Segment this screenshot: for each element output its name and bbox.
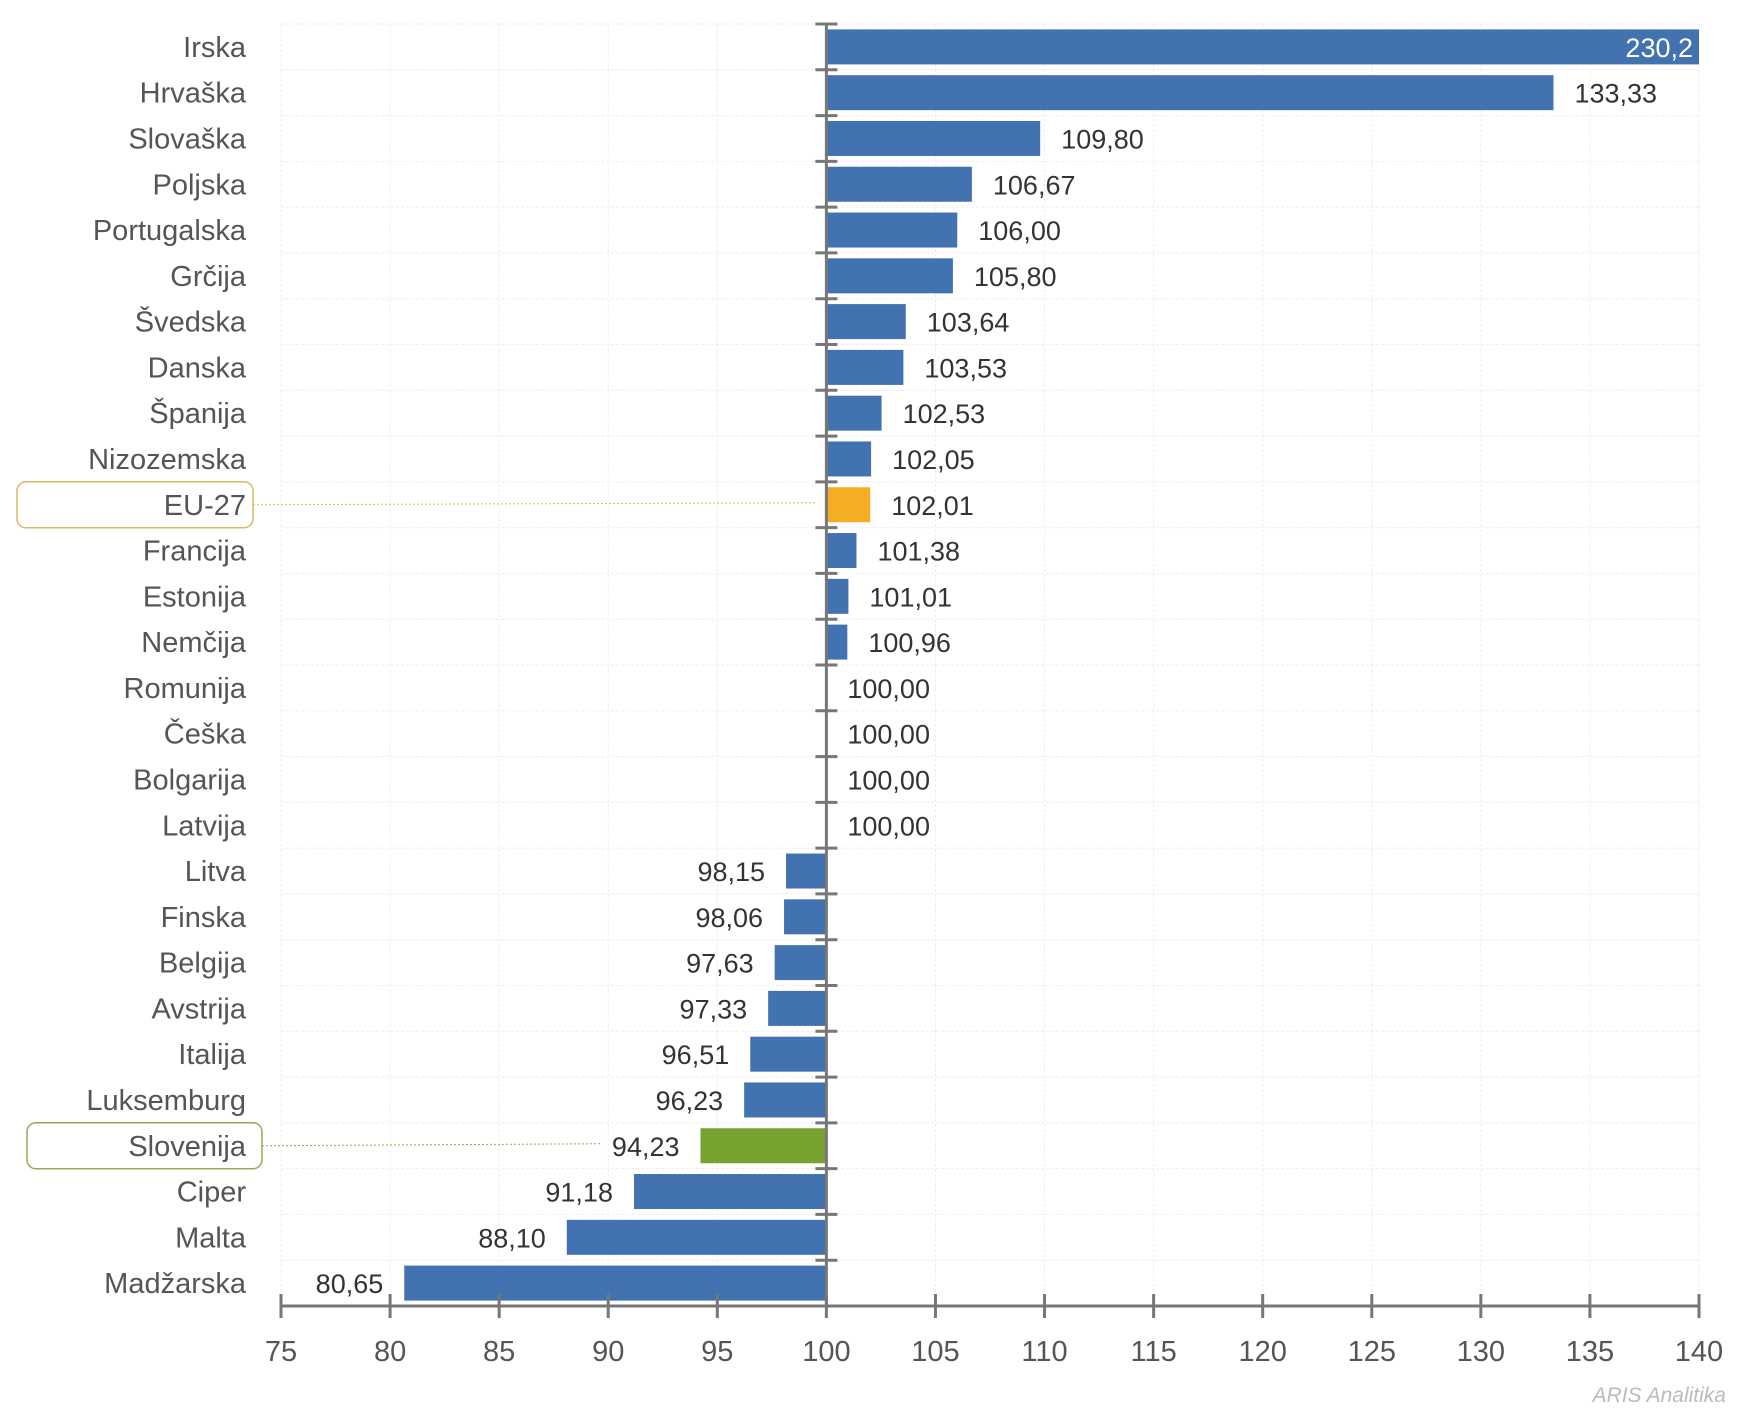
data-label: 80,65 [316, 1269, 384, 1299]
category-label: Finska [161, 902, 247, 934]
data-label: 101,38 [877, 537, 960, 567]
category-label: Litva [185, 856, 247, 888]
category-label: Poljska [153, 169, 247, 201]
category-label: Švedska [135, 305, 247, 339]
x-tick-label: 85 [483, 1336, 515, 1368]
category-label: Portugalska [93, 215, 247, 247]
category-label: Češka [164, 717, 247, 751]
data-label: 88,10 [478, 1223, 546, 1253]
category-label: Slovenija [128, 1131, 247, 1163]
category-label: Nemčija [141, 627, 247, 659]
bar-litva [786, 853, 827, 889]
x-tick-label: 80 [374, 1336, 406, 1368]
data-label: 105,80 [974, 262, 1057, 292]
x-tick-label: 120 [1238, 1336, 1286, 1368]
category-label: Bolgarija [133, 764, 247, 796]
data-label: 100,00 [847, 720, 930, 750]
bar-italija [750, 1036, 827, 1072]
x-tick-label: 110 [1021, 1336, 1067, 1368]
bar-finska [784, 899, 827, 935]
data-label: 96,51 [662, 1040, 730, 1070]
x-tick-label: 140 [1675, 1336, 1723, 1368]
data-label: 100,00 [847, 765, 930, 795]
bar-danska [826, 349, 904, 385]
bar-avstrija [768, 990, 827, 1026]
data-label: 91,18 [545, 1178, 613, 1208]
data-label: 109,80 [1061, 124, 1144, 154]
data-label: 230,2 [1625, 33, 1693, 63]
x-tick-label: 100 [802, 1336, 850, 1368]
bar-portugalska [826, 212, 958, 248]
data-label: 97,33 [680, 994, 748, 1024]
category-label: Latvija [162, 810, 247, 842]
data-label: 103,64 [927, 308, 1010, 338]
category-label: Grčija [170, 261, 247, 293]
bar-nemčija [826, 624, 848, 660]
category-label: Slovaška [128, 123, 247, 155]
x-tick-label: 115 [1130, 1336, 1176, 1368]
category-label: Avstrija [151, 993, 246, 1025]
bar-poljska [826, 166, 972, 202]
category-label: Španija [149, 396, 247, 430]
bar-nizozemska [826, 441, 872, 477]
x-tick-label: 95 [701, 1336, 733, 1368]
bar-irska [826, 29, 1699, 65]
bar-luksemburg [744, 1082, 827, 1118]
x-tick-label: 125 [1348, 1336, 1396, 1368]
category-label: Danska [148, 352, 247, 384]
data-label: 106,67 [993, 170, 1076, 200]
data-label: 102,01 [891, 491, 974, 521]
data-label: 96,23 [656, 1086, 724, 1116]
data-label: 133,33 [1574, 79, 1657, 109]
credit-watermark: ARIS Analitika [1591, 1384, 1726, 1407]
x-tick-label: 130 [1457, 1336, 1505, 1368]
category-label: Ciper [177, 1177, 247, 1209]
data-label: 98,15 [697, 857, 765, 887]
category-label: Luksemburg [86, 1085, 246, 1117]
data-label: 102,05 [892, 445, 975, 475]
category-label: Malta [175, 1222, 247, 1254]
data-label: 98,06 [695, 903, 763, 933]
category-label: Belgija [159, 948, 247, 980]
leader-line [252, 502, 817, 506]
data-label: 100,96 [868, 628, 951, 658]
bar-francija [826, 533, 857, 569]
category-label: Estonija [143, 581, 247, 613]
data-label: 101,01 [869, 582, 952, 612]
bar-slovenija [700, 1128, 827, 1164]
bar-madžarska [404, 1265, 827, 1301]
category-label: Francija [143, 536, 247, 568]
bar-ciper [633, 1174, 827, 1210]
bar-estonija [826, 578, 849, 614]
bar-malta [566, 1219, 827, 1255]
category-label: Irska [183, 32, 247, 64]
category-label: Hrvaška [140, 78, 247, 110]
data-label: 103,53 [924, 353, 1007, 383]
leader-line [261, 1143, 601, 1147]
category-label: Romunija [124, 673, 247, 705]
data-label: 100,00 [847, 674, 930, 704]
data-label: 94,23 [612, 1132, 680, 1162]
x-tick-label: 135 [1566, 1336, 1614, 1368]
x-tick-label: 75 [265, 1336, 297, 1368]
bar-hrvaška [826, 75, 1554, 111]
category-label: Nizozemska [88, 444, 247, 476]
category-label: Madžarska [104, 1268, 247, 1300]
bar-švedska [826, 304, 906, 340]
data-label: 97,63 [686, 949, 754, 979]
category-label: Italija [178, 1039, 247, 1071]
x-tick-label: 105 [911, 1336, 959, 1368]
bar-eu-27 [826, 487, 871, 523]
data-label: 106,00 [978, 216, 1061, 246]
data-label: 100,00 [847, 811, 930, 841]
category-label: EU-27 [164, 490, 246, 522]
x-tick-label: 90 [592, 1336, 624, 1368]
bar-španija [826, 395, 882, 431]
bar-belgija [774, 945, 827, 981]
bar-slovaška [826, 120, 1041, 156]
bar-grčija [826, 258, 953, 294]
data-label: 102,53 [903, 399, 986, 429]
